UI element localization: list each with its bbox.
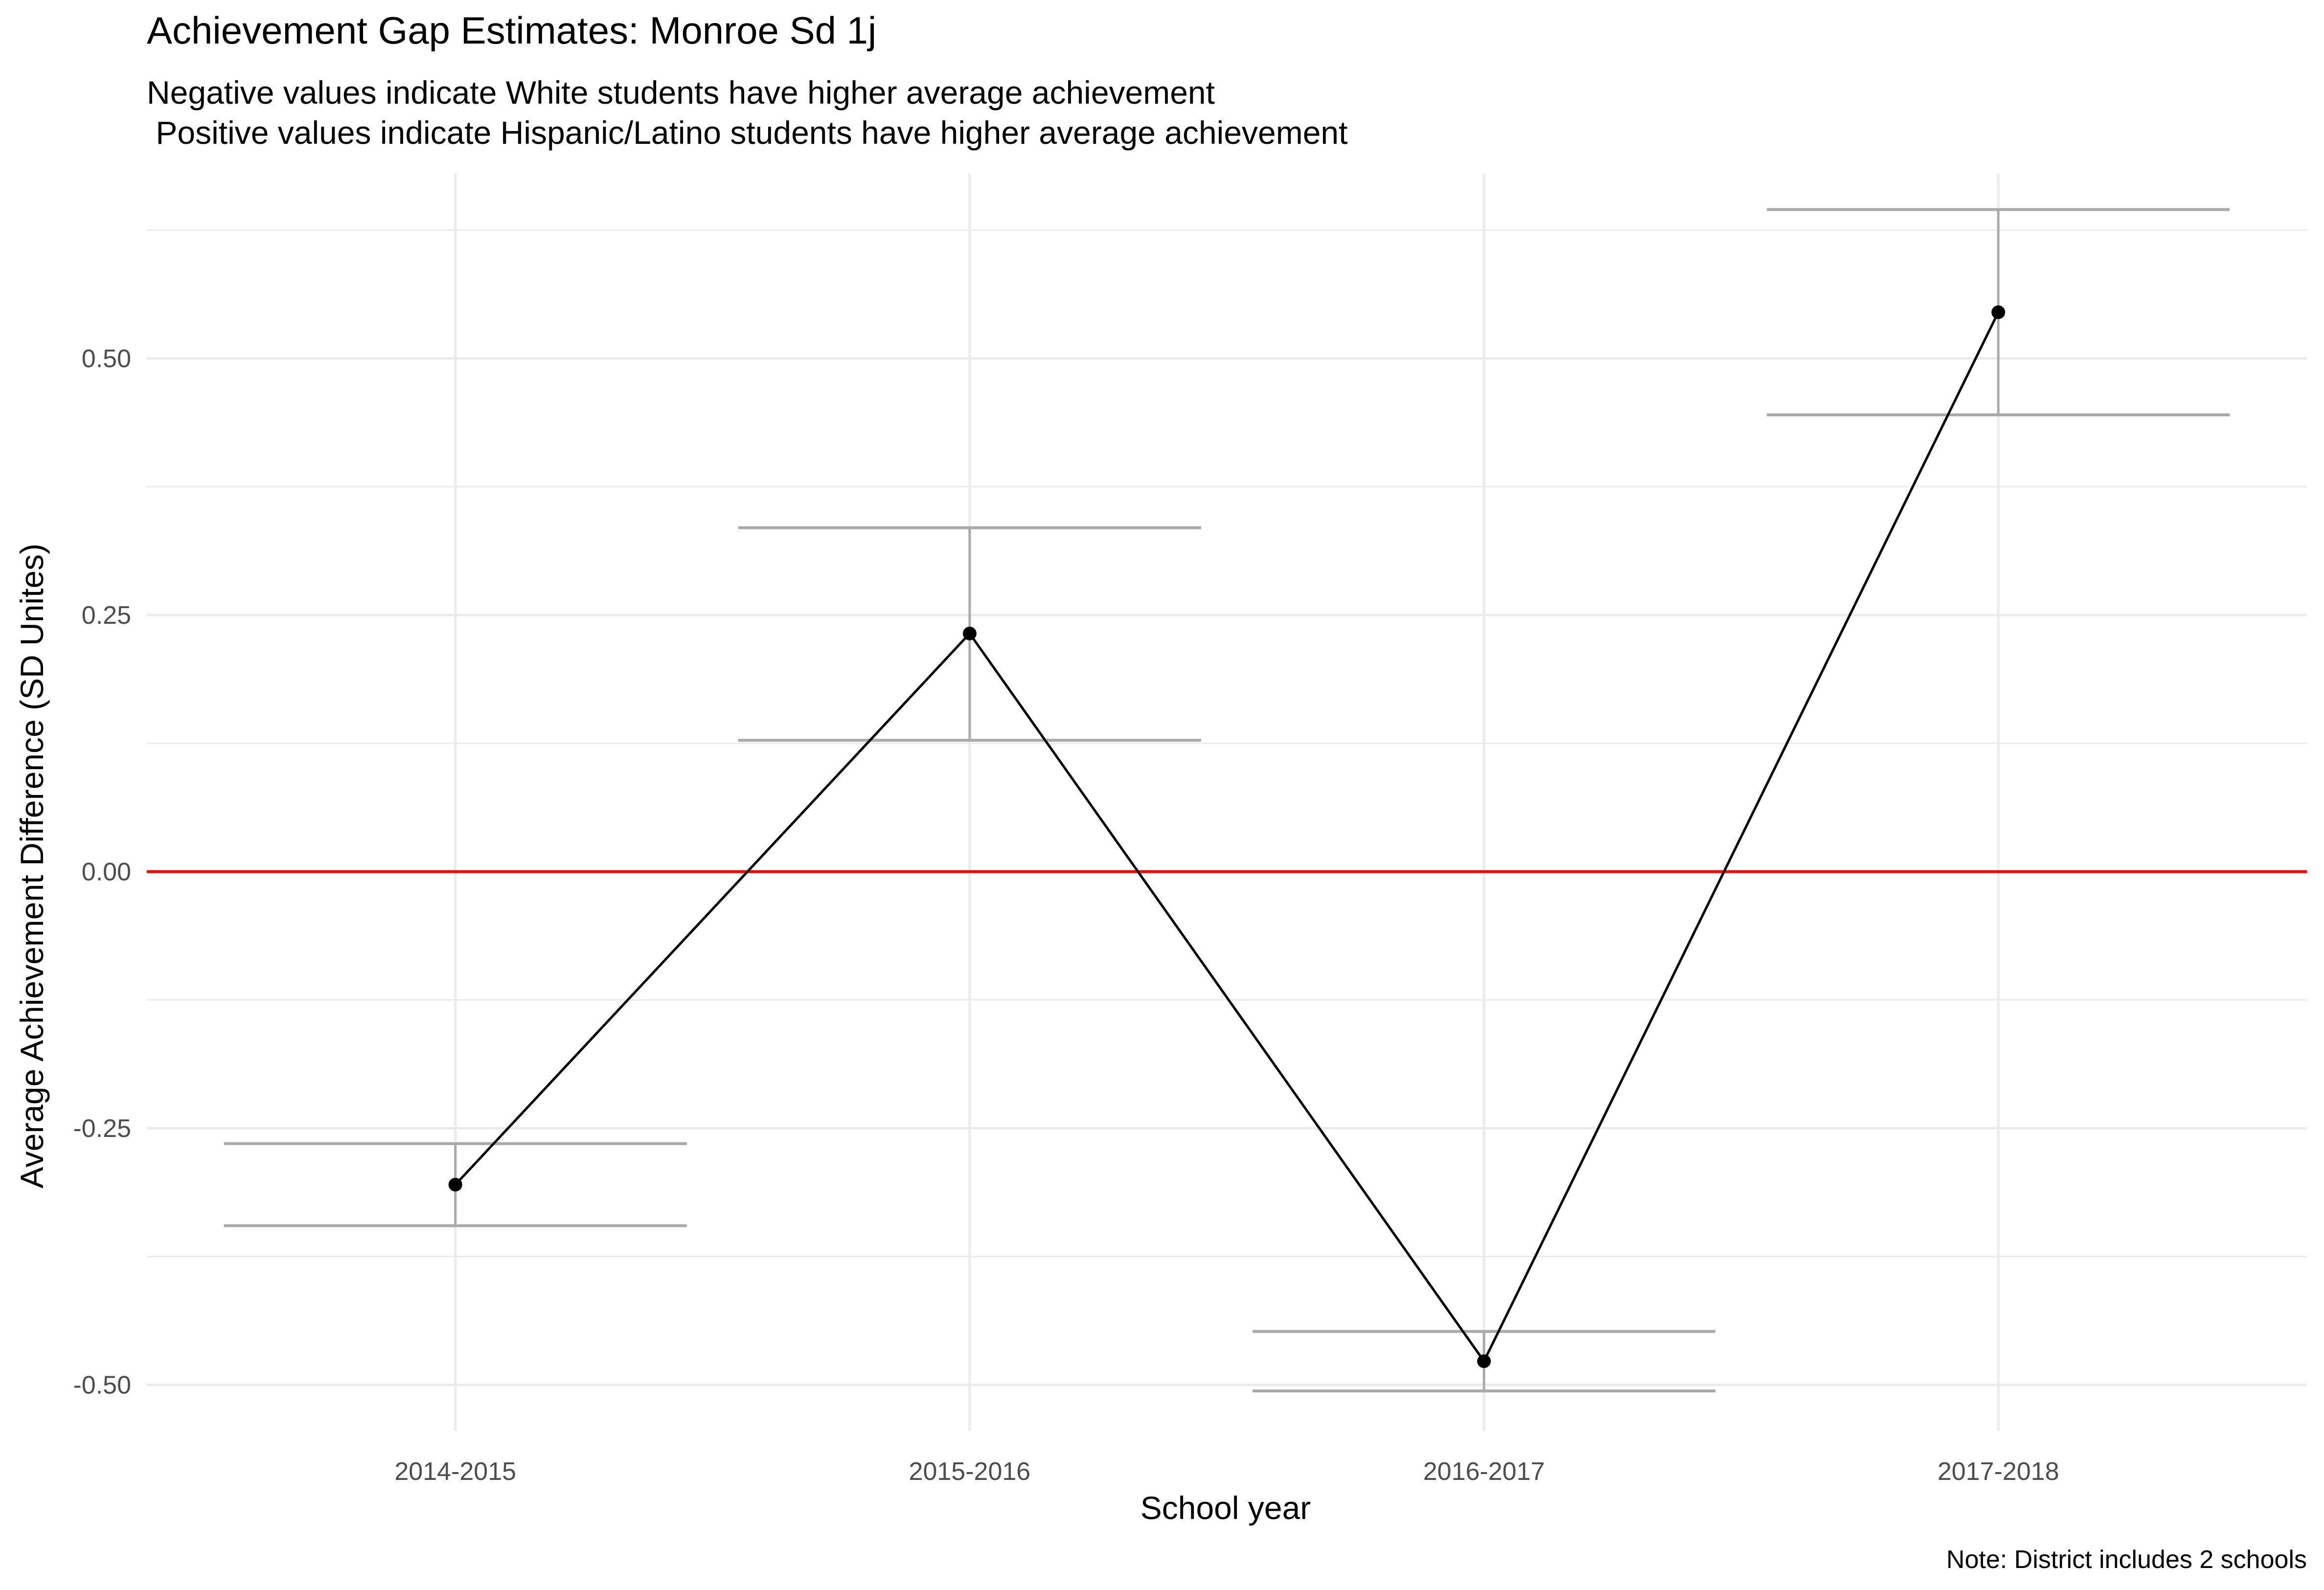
- y-tick-label: -0.25: [73, 1114, 131, 1143]
- y-tick-label: 0.00: [82, 858, 131, 886]
- y-tick-label: 0.50: [82, 345, 131, 373]
- y-axis-title: Average Achievement Difference (SD Unite…: [14, 544, 50, 1188]
- chart-caption: Note: District includes 2 schools: [1946, 1545, 2307, 1574]
- x-tick-labels: 2014-2015 2015-2016 2016-2017 2017-2018: [394, 1457, 2059, 1486]
- data-point: [1477, 1354, 1491, 1368]
- x-tick-label: 2014-2015: [394, 1457, 516, 1486]
- data-point: [963, 627, 977, 640]
- x-tick-label: 2016-2017: [1423, 1457, 1545, 1486]
- series-line-layer: [456, 312, 1999, 1361]
- x-axis-title: School year: [1140, 1490, 1311, 1526]
- series-line: [456, 312, 1999, 1361]
- y-tick-label: -0.50: [73, 1371, 131, 1400]
- y-tick-labels: -0.50 -0.25 0.00 0.25 0.50: [73, 345, 131, 1400]
- y-tick-label: 0.25: [82, 601, 131, 630]
- point-layer: [449, 305, 2005, 1368]
- grid-layer: [147, 174, 2307, 1431]
- x-tick-label: 2017-2018: [1937, 1457, 2059, 1486]
- error-bar-layer: [224, 209, 2230, 1391]
- data-point: [449, 1178, 462, 1191]
- data-point: [1991, 305, 2005, 319]
- x-tick-label: 2015-2016: [909, 1457, 1031, 1486]
